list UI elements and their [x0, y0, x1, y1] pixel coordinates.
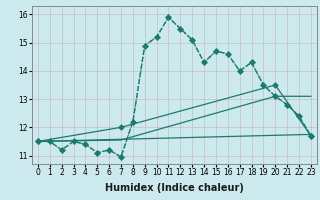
X-axis label: Humidex (Indice chaleur): Humidex (Indice chaleur)	[105, 183, 244, 193]
